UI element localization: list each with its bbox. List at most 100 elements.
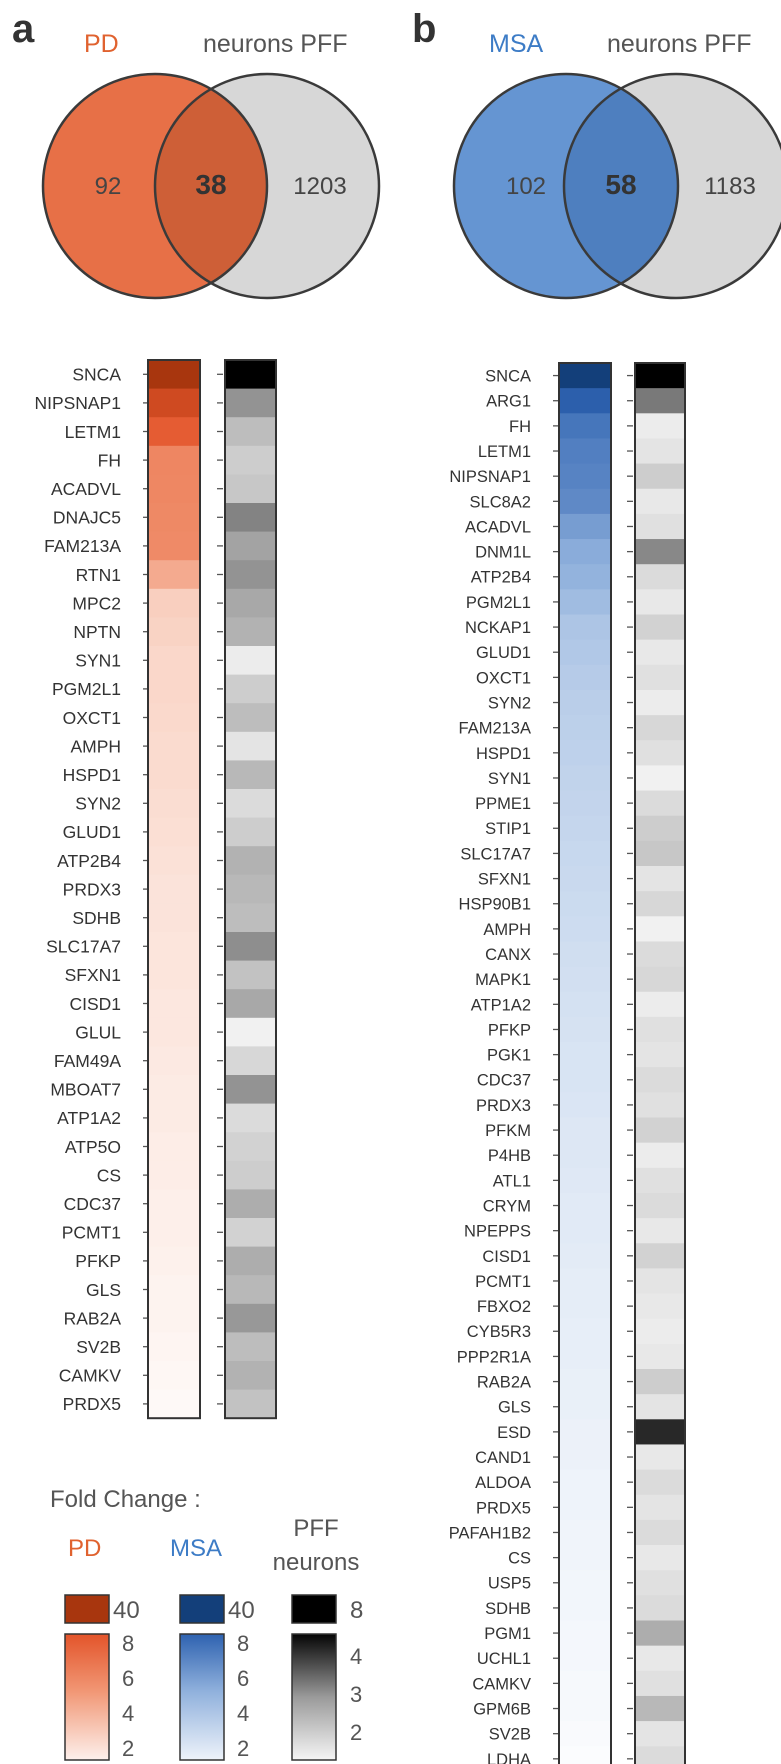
heat-cell-msa	[559, 1721, 611, 1747]
heat-cell-pd	[148, 703, 200, 733]
heat-cell-pff	[635, 664, 685, 691]
heat-cell-pd	[148, 1332, 200, 1362]
gene-label: PRDX5	[63, 1394, 121, 1414]
gene-label: SDHB	[72, 908, 121, 928]
heat-cell-msa	[559, 765, 611, 792]
heat-cell-msa	[559, 589, 611, 615]
heat-cell-msa	[559, 1469, 611, 1496]
gene-label: SFXN1	[65, 965, 121, 985]
heat-cell-msa	[559, 1042, 611, 1068]
heat-cell-pff	[635, 1142, 685, 1169]
gene-label: SLC17A7	[460, 845, 531, 863]
heat-cell-msa	[559, 715, 611, 741]
legend-msa-tick-4: 4	[237, 1701, 249, 1726]
heat-cell-pff	[635, 1670, 685, 1697]
venn-b-right-count: 1183	[704, 173, 756, 200]
heat-cell-msa	[559, 1218, 611, 1244]
gene-label: DNAJC5	[53, 508, 121, 528]
heat-cell-pff	[225, 1275, 276, 1305]
heat-cell-pff	[635, 840, 685, 867]
gene-label: LETM1	[478, 443, 531, 461]
heat-cell-pd	[148, 1389, 200, 1419]
gene-label: PFKP	[488, 1021, 531, 1039]
heat-cell-pff	[225, 1189, 276, 1219]
legend-pd-gradient	[64, 1633, 110, 1761]
gene-label: PRDX3	[476, 1097, 531, 1115]
gene-label: HSPD1	[63, 765, 121, 785]
heat-cell-pd	[148, 1017, 200, 1047]
gene-label: PRDX3	[63, 879, 121, 899]
heat-cell-pff	[225, 1103, 276, 1133]
heat-cell-pff	[225, 789, 276, 819]
heat-cell-pff	[225, 960, 276, 990]
gene-label: SDHB	[485, 1600, 531, 1618]
gene-label: PGM2L1	[52, 679, 121, 699]
heat-cell-pff	[225, 1361, 276, 1391]
heat-cell-pff	[635, 589, 685, 615]
heat-cell-pff	[225, 1132, 276, 1162]
legend-pd-top-label: 40	[113, 1597, 140, 1624]
heat-cell-pff	[635, 866, 685, 892]
heat-cell-pd	[148, 588, 200, 618]
gene-label: CS	[508, 1550, 531, 1568]
heat-cell-pd	[148, 1361, 200, 1391]
heat-cell-msa	[559, 614, 611, 641]
heat-cell-msa	[559, 639, 611, 666]
heat-cell-msa	[559, 1494, 611, 1521]
venn-a-overlap	[154, 89, 268, 283]
heat-cell-pff	[635, 1042, 685, 1068]
heat-cell-pff	[225, 1075, 276, 1105]
heat-cell-pff	[635, 1117, 685, 1144]
panel-a-pff-label: neurons PFF	[203, 30, 348, 58]
heat-cell-pd	[148, 646, 200, 676]
heat-cell-msa	[559, 1519, 611, 1546]
heat-cell-msa	[559, 1545, 611, 1571]
heat-cell-pff	[225, 417, 276, 447]
heat-cell-pd	[148, 560, 200, 590]
heat-cell-msa	[559, 438, 611, 465]
heat-cell-pff	[225, 731, 276, 761]
gene-label: PPP2R1A	[457, 1348, 531, 1366]
heat-cell-msa	[559, 1670, 611, 1697]
gene-label: FAM213A	[44, 536, 121, 556]
panel-b-pff-label: neurons PFF	[607, 30, 752, 58]
heat-cell-msa	[559, 1419, 611, 1445]
gene-label: PGM2L1	[466, 594, 531, 612]
gene-label: ATP1A2	[471, 996, 531, 1014]
heat-cell-pff	[225, 1303, 276, 1333]
heat-cell-pd	[148, 846, 200, 876]
heat-cell-msa	[559, 363, 611, 389]
gene-label: HSP90B1	[459, 896, 531, 914]
heat-cell-pff	[635, 1695, 685, 1722]
gene-label: PGK1	[487, 1047, 531, 1065]
heat-cell-pff	[635, 1595, 685, 1621]
gene-label: PRDX5	[476, 1499, 531, 1517]
gene-label: FH	[98, 450, 121, 470]
legend-pff-top-swatch	[291, 1594, 337, 1624]
heat-cell-pff	[635, 1645, 685, 1672]
heat-cell-pff	[225, 903, 276, 933]
heat-cell-pff	[635, 991, 685, 1018]
gene-label: OXCT1	[476, 669, 531, 687]
heat-cell-msa	[559, 1167, 611, 1194]
heat-cell-msa	[559, 1192, 611, 1219]
gene-label: NPTN	[73, 622, 121, 642]
heat-cell-pd	[148, 1218, 200, 1248]
heat-cell-pff	[225, 1246, 276, 1276]
fold-change-legend: Fold Change : PD MSA PFF neurons 40 8 6 …	[50, 1486, 363, 1761]
gene-label: NIPSNAP1	[449, 468, 531, 486]
heat-cell-pff	[635, 1394, 685, 1420]
heat-cell-pff	[225, 445, 276, 475]
heat-cell-pff	[225, 989, 276, 1019]
heat-cell-msa	[559, 664, 611, 691]
heat-cell-pff	[635, 715, 685, 741]
legend-pd-tick-8: 8	[122, 1631, 134, 1656]
heat-cell-pff	[635, 1620, 685, 1647]
heat-cell-pd	[148, 903, 200, 933]
heat-cell-pff	[225, 932, 276, 962]
legend-pd-label: PD	[68, 1535, 101, 1562]
heat-cell-pff	[635, 363, 685, 389]
gene-label: NCKAP1	[465, 619, 531, 637]
venn-b-overlap-count: 58	[605, 169, 636, 200]
gene-label: DNM1L	[475, 544, 531, 562]
